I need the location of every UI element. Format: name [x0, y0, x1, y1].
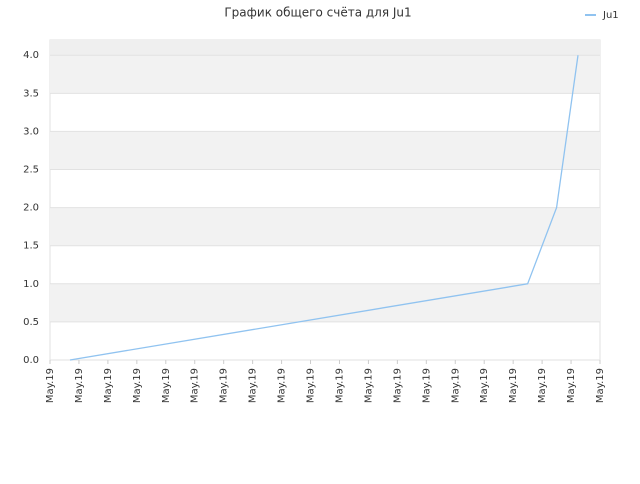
x-tick-label: May.19 — [219, 368, 230, 403]
y-tick-label: 1.5 — [23, 241, 39, 252]
y-tick-label: 3.0 — [23, 126, 39, 137]
grid-band — [50, 40, 600, 56]
y-tick-label: 0.5 — [23, 317, 39, 328]
x-tick-label: May.19 — [103, 368, 114, 403]
x-tick-label: May.19 — [537, 368, 548, 403]
grid-band — [50, 55, 600, 94]
chart-title: График общего счёта для Ju1 — [224, 6, 411, 20]
x-tick-label: May.19 — [421, 368, 432, 403]
grid-band — [50, 207, 600, 246]
y-tick-label: 1.0 — [23, 279, 39, 290]
legend-label: Ju1 — [602, 10, 619, 21]
y-tick-label: 0.0 — [23, 355, 39, 366]
x-tick-label: May.19 — [392, 368, 403, 403]
x-tick-label: May.19 — [450, 368, 461, 403]
grid-band — [50, 283, 600, 322]
series-line — [69, 55, 579, 361]
y-tick-label: 2.5 — [23, 165, 39, 176]
x-tick-label: May.19 — [566, 368, 577, 403]
x-tick-label: May.19 — [132, 368, 143, 403]
x-tick-label: May.19 — [161, 368, 172, 403]
grid-band — [50, 131, 600, 170]
x-tick-label: May.19 — [74, 368, 85, 403]
y-tick-label: 4.0 — [23, 50, 39, 61]
x-tick-label: May.19 — [277, 368, 288, 403]
x-tick-label: May.19 — [479, 368, 490, 403]
x-tick-label: May.19 — [508, 368, 519, 403]
x-tick-label: May.19 — [190, 368, 201, 403]
x-tick-label: May.19 — [248, 368, 259, 403]
y-tick-label: 2.0 — [23, 203, 39, 214]
x-tick-label: May.19 — [334, 368, 345, 403]
x-tick-label: May.19 — [363, 368, 374, 403]
x-tick-label: May.19 — [306, 368, 317, 403]
y-tick-label: 3.5 — [23, 88, 39, 99]
x-tick-label: May.19 — [595, 368, 606, 403]
x-tick-label: May.19 — [45, 368, 56, 403]
